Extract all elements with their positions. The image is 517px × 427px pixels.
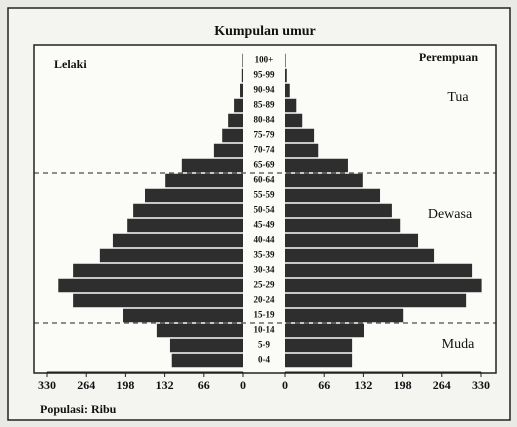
category-label: 10-14 xyxy=(254,325,275,335)
category-label: 35-39 xyxy=(254,250,275,260)
x-tick-label: 264 xyxy=(77,378,95,392)
bar-male xyxy=(213,143,243,158)
category-label: 100+ xyxy=(255,55,274,65)
category-label: 55-59 xyxy=(254,190,275,200)
x-tick-label: 330 xyxy=(38,378,56,392)
bar-male xyxy=(73,293,243,308)
bar-female xyxy=(285,293,467,308)
category-label: 85-89 xyxy=(254,100,275,110)
category-label: 45-49 xyxy=(254,220,275,230)
category-label: 90-94 xyxy=(254,85,275,95)
bar-female xyxy=(285,68,287,83)
category-label: 40-44 xyxy=(254,235,275,245)
bar-male xyxy=(99,248,244,263)
category-label: 95-99 xyxy=(254,70,275,80)
bar-male xyxy=(228,113,243,128)
category-label: 20-24 xyxy=(254,295,275,305)
category-label: 25-29 xyxy=(254,280,275,290)
x-tick-label: 198 xyxy=(116,378,134,392)
plot-area xyxy=(33,44,497,374)
bar-male xyxy=(145,188,243,203)
category-label: 30-34 xyxy=(254,265,275,275)
bar-female xyxy=(285,263,473,278)
bar-male xyxy=(127,218,243,233)
category-label: 60-64 xyxy=(254,175,275,185)
bar-female xyxy=(285,203,392,218)
bar-male xyxy=(133,203,243,218)
category-label: 5-9 xyxy=(258,340,270,350)
legend-male: Lelaki xyxy=(54,57,87,71)
bar-female xyxy=(285,233,419,248)
x-tick-label: 132 xyxy=(354,378,372,392)
x-tick-label: 0 xyxy=(240,378,246,392)
bar-female xyxy=(285,113,303,128)
bar-male xyxy=(156,323,243,338)
category-label: 65-69 xyxy=(254,160,275,170)
bar-male xyxy=(171,353,243,368)
bar-female xyxy=(285,173,363,188)
annotation: Tua xyxy=(447,90,469,105)
bar-female xyxy=(285,248,435,263)
annotation: Dewasa xyxy=(428,207,473,222)
bar-female xyxy=(285,338,353,353)
bar-male xyxy=(58,278,243,293)
bar-male xyxy=(222,128,243,143)
bar-male xyxy=(123,308,243,323)
bar-male xyxy=(241,68,243,83)
bar-female xyxy=(285,188,381,203)
bar-female xyxy=(285,353,353,368)
category-label: 0-4 xyxy=(258,355,270,365)
x-tick-label: 66 xyxy=(318,378,330,392)
bar-female xyxy=(285,278,482,293)
bar-male xyxy=(169,338,243,353)
footer: Populasi: Ribu xyxy=(40,402,117,416)
bar-male xyxy=(181,158,243,173)
legend-female: Perempuan xyxy=(419,50,478,64)
bar-female xyxy=(285,308,404,323)
x-tick-label: 198 xyxy=(394,378,412,392)
x-tick-label: 132 xyxy=(156,378,174,392)
category-label: 75-79 xyxy=(254,130,275,140)
bar-male xyxy=(73,263,243,278)
bar-male xyxy=(240,83,243,98)
x-tick-label: 264 xyxy=(433,378,451,392)
x-tick-label: 0 xyxy=(282,378,288,392)
x-tick-label: 330 xyxy=(472,378,490,392)
category-label: 70-74 xyxy=(254,145,275,155)
bar-male xyxy=(112,233,243,248)
bar-female xyxy=(285,128,315,143)
bar-female xyxy=(285,218,401,233)
bar-female xyxy=(285,143,319,158)
category-label: 50-54 xyxy=(254,205,275,215)
bar-female xyxy=(285,98,297,113)
bar-male xyxy=(242,53,243,68)
category-label: 15-19 xyxy=(254,310,275,320)
bar-male xyxy=(234,98,243,113)
x-tick-label: 66 xyxy=(198,378,210,392)
chart-title: Kumpulan umur xyxy=(214,24,316,39)
annotation: Muda xyxy=(442,337,475,352)
bar-female xyxy=(285,53,286,68)
bar-female xyxy=(285,158,348,173)
bar-female xyxy=(285,83,290,98)
category-label: 80-84 xyxy=(254,115,275,125)
bar-female xyxy=(285,323,364,338)
bar-male xyxy=(165,173,243,188)
